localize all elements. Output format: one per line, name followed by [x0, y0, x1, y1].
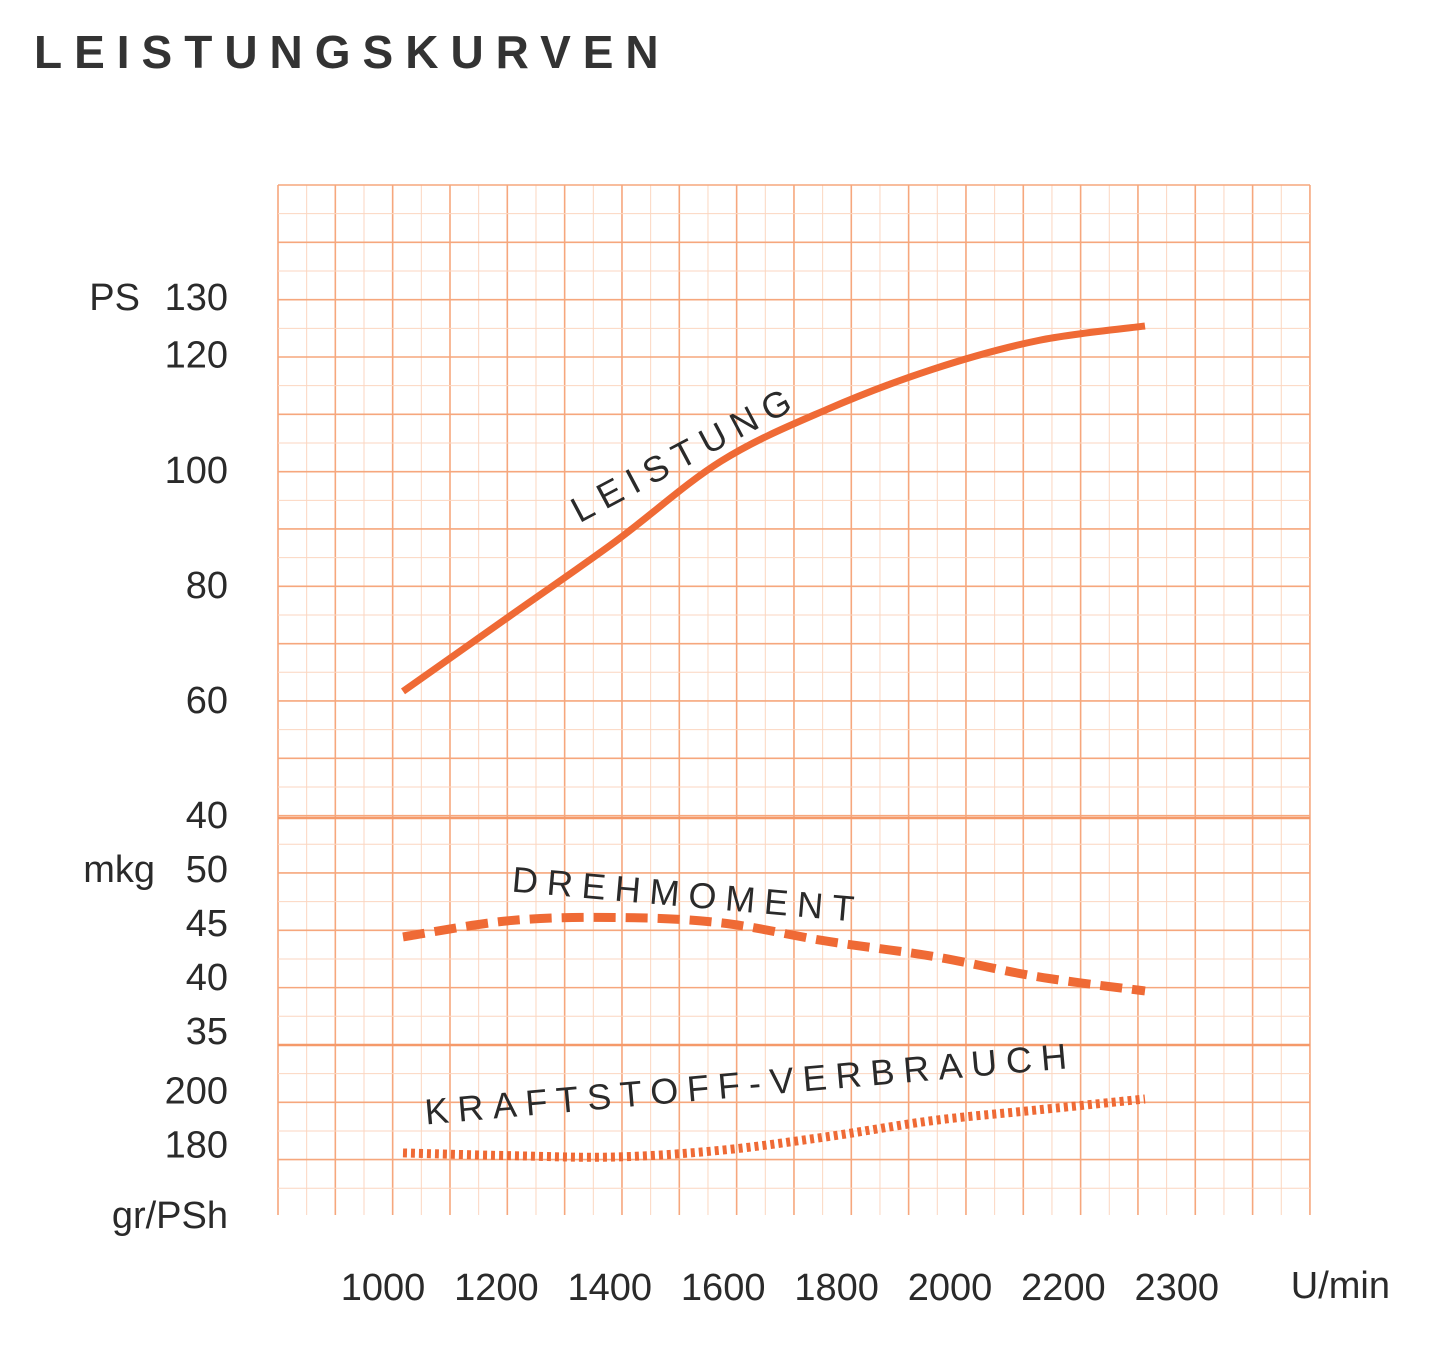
- y-tick-label: 40: [186, 795, 228, 837]
- y-tick-label: 130: [165, 277, 228, 319]
- chart-title: LEISTUNGSKURVEN: [34, 26, 671, 78]
- y-axis-label: mkg: [83, 849, 155, 891]
- x-tick-label: 2300: [1135, 1267, 1220, 1309]
- y-tick-label: 50: [186, 849, 228, 891]
- y-tick-label: 60: [186, 680, 228, 722]
- curve: [400, 322, 1146, 695]
- y-tick-label: 35: [186, 1011, 228, 1053]
- x-tick-label: 1200: [454, 1267, 539, 1309]
- y-tick-label: 200: [165, 1071, 228, 1113]
- y-axis-label: PS: [89, 277, 140, 319]
- y-tick-label: 120: [165, 335, 228, 377]
- curve: [402, 912, 1146, 996]
- y-axis-label: gr/PSh: [112, 1195, 228, 1237]
- x-tick-label: 2000: [908, 1267, 993, 1309]
- curve: [402, 1094, 1146, 1162]
- y-tick-label: 80: [186, 565, 228, 607]
- y-tick-label: 40: [186, 957, 228, 999]
- y-tick-label: 180: [165, 1125, 228, 1167]
- y-tick-label: 100: [165, 450, 228, 492]
- x-tick-label: 1000: [341, 1267, 426, 1309]
- x-tick-label: 1400: [568, 1267, 653, 1309]
- x-tick-label: 2200: [1021, 1267, 1106, 1309]
- x-tick-label: 1800: [794, 1267, 879, 1309]
- series-label: LEISTUNG: [564, 376, 806, 531]
- x-axis-label: U/min: [1291, 1265, 1390, 1307]
- grid-paper: [277, 184, 1311, 1215]
- y-tick-label: 45: [186, 903, 228, 945]
- x-tick-label: 1600: [681, 1267, 766, 1309]
